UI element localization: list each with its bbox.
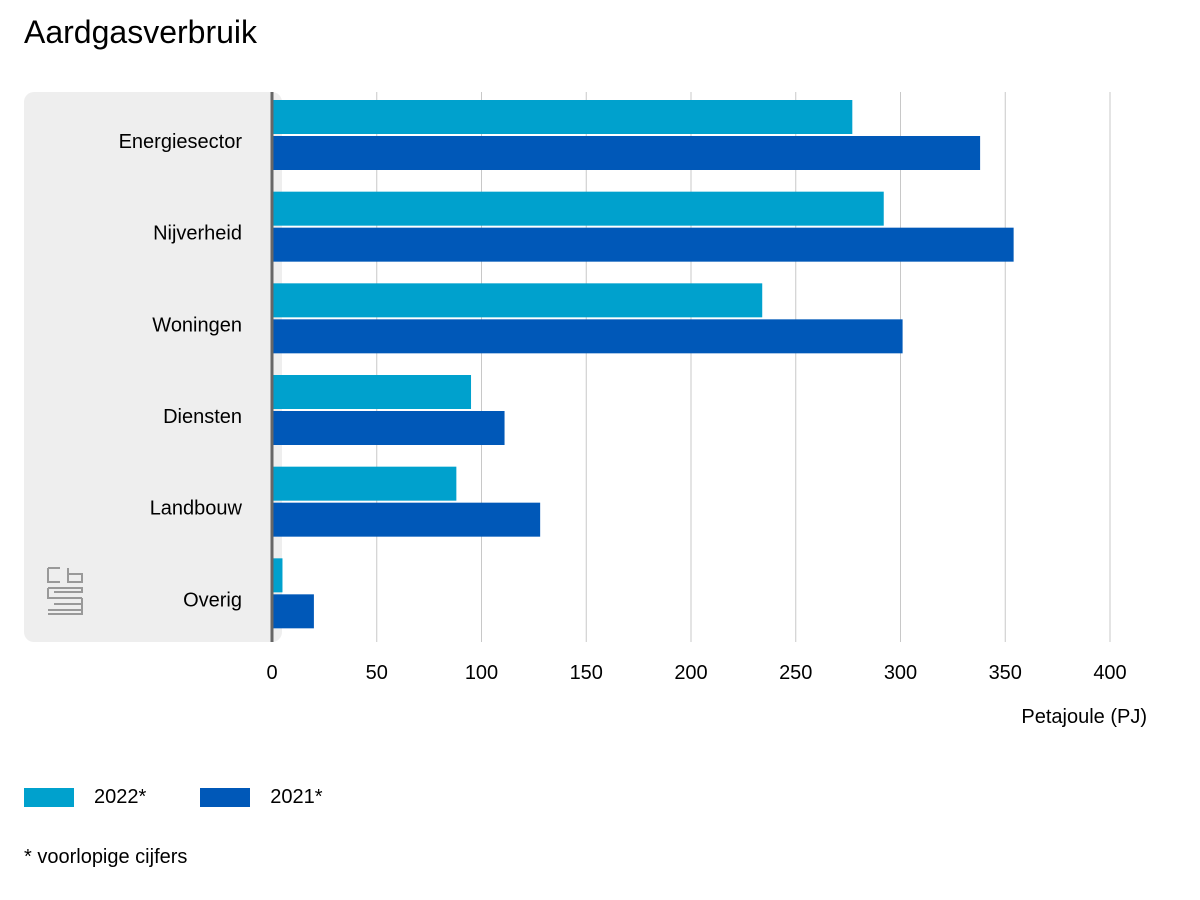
bar-diensten-2021 — [272, 411, 505, 445]
category-label-diensten: Diensten — [163, 406, 242, 428]
category-labels: Energiesector Nijverheid Woningen Diensten L… — [119, 131, 243, 611]
legend-label-2021: 2021* — [270, 786, 323, 808]
bar-nijverheid-2022 — [272, 191, 884, 226]
x-tick-label-350: 350 — [989, 662, 1022, 684]
x-tick-label-50: 50 — [366, 662, 388, 684]
category-label-nijverheid: Nijverheid — [153, 223, 242, 245]
bar-energiesector-2021 — [272, 136, 981, 170]
x-axis-title: Petajoule (PJ) — [1021, 706, 1147, 728]
legend-item-2022: 2022* — [24, 786, 146, 809]
gridlines — [376, 92, 1111, 642]
x-tick-label-400: 400 — [1093, 662, 1126, 684]
legend-swatch-2021 — [200, 788, 251, 807]
legend-item-2021: 2021* — [200, 786, 323, 809]
bar-landbouw-2021 — [272, 502, 541, 537]
x-tick-label-300: 300 — [884, 662, 917, 684]
legend-swatch-2022 — [24, 788, 74, 807]
x-tick-labels: 0 50 100 150 200 250 300 350 400 — [266, 662, 1126, 684]
bar-landbouw-2022 — [272, 466, 457, 501]
category-label-woningen: Woningen — [152, 314, 242, 336]
x-tick-label-0: 0 — [266, 662, 277, 684]
x-tick-label-100: 100 — [465, 662, 498, 684]
bar-woningen-2022 — [272, 283, 763, 318]
x-tick-label-250: 250 — [779, 662, 812, 684]
bar-energiesector-2022 — [272, 100, 853, 134]
chart-title: Aardgasverbruik — [24, 14, 257, 50]
x-tick-label-200: 200 — [674, 662, 707, 684]
bar-overig-2021 — [272, 594, 314, 629]
category-label-overig: Overig — [183, 589, 242, 611]
bar-chart: Energiesector Nijverheid Woningen Diensten L… — [24, 92, 1147, 728]
legend-label-2022: 2022* — [94, 786, 147, 808]
bar-nijverheid-2021 — [272, 227, 1014, 262]
footnote: * voorlopige cijfers — [24, 846, 188, 868]
category-panel — [24, 92, 282, 642]
bar-overig-2022 — [272, 558, 283, 593]
category-label-landbouw: Landbouw — [150, 498, 243, 520]
bar-woningen-2021 — [272, 319, 903, 354]
bar-diensten-2022 — [272, 375, 472, 409]
cbs-logo-icon — [47, 567, 83, 615]
category-label-energiesector: Energiesector — [119, 131, 243, 153]
legend: 2022* 2021* — [24, 786, 377, 809]
x-tick-label-150: 150 — [570, 662, 603, 684]
bars — [272, 100, 1014, 629]
